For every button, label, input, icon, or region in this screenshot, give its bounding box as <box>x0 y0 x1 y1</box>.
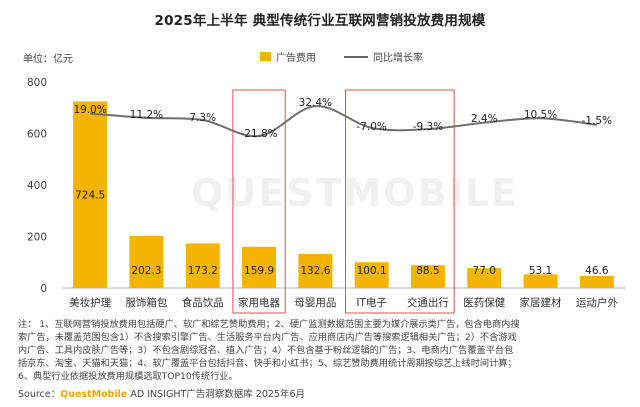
growth-rate-label: -9.3% <box>413 121 443 133</box>
bar-value-label: 132.6 <box>300 265 330 277</box>
x-category-label: 服饰箱包 <box>125 296 167 309</box>
y-tick-label: 0 <box>40 283 47 295</box>
bar <box>579 276 614 288</box>
growth-rate-label: -7.0% <box>356 121 386 133</box>
legend-item-line: 同比增长率 <box>344 49 423 64</box>
bar-value-label: 173.2 <box>188 265 218 277</box>
watermark-text: QUESTMOBILE <box>191 171 519 215</box>
x-category-label: 交通出行 <box>407 296 449 309</box>
source-suffix: AD INSIGHT广告洞察数据库 2025年6月 <box>127 389 306 400</box>
bar <box>129 235 164 288</box>
bar <box>523 274 558 288</box>
x-category-label: IT电子 <box>356 296 387 309</box>
y-tick-label: 800 <box>27 77 47 89</box>
bar <box>73 101 108 288</box>
footnote-line: 注： 1、互联网营销投放费用包括硬广、软广和综艺赞助费用；2、硬广监测数据范围主… <box>18 319 520 330</box>
footnote-line: 6、典型行业依据投放费用规模选取TOP10传统行业。 <box>18 371 238 382</box>
bar <box>298 253 333 288</box>
bar <box>354 262 389 288</box>
growth-rate-label: 32.4% <box>299 97 332 109</box>
y-tick-label: 200 <box>27 232 47 244</box>
footnote-line: 索广告，未覆盖范围包含1）不含搜索引擎广告、生活服务平台内广告、应用商店内广告等… <box>18 332 517 343</box>
legend-bar-label: 广告费用 <box>276 53 316 64</box>
growth-rate-label: -21.8% <box>240 128 277 140</box>
growth-rate-label: 2.4% <box>471 113 498 125</box>
unit-label: 单位：亿元 <box>23 54 73 65</box>
source-prefix: Source： <box>18 389 61 400</box>
highlight-box <box>345 89 455 314</box>
legend-bar-swatch <box>260 52 271 61</box>
bar-value-label: 46.6 <box>585 265 609 277</box>
growth-rate-label: 7.3% <box>189 112 216 124</box>
x-category-label: 家用电器 <box>238 296 280 309</box>
source-brand: QuestMobile <box>60 389 128 400</box>
growth-rate-label: 11.2% <box>130 109 163 121</box>
legend-line-swatch <box>344 55 368 58</box>
x-category-label: 母婴用品 <box>294 297 336 309</box>
bar-value-label: 100.1 <box>357 265 387 277</box>
bar-value-label: 202.3 <box>131 265 161 277</box>
source-line: Source：QuestMobile AD INSIGHT广告洞察数据库 202… <box>18 386 305 400</box>
x-category-label: 食品饮品 <box>182 296 224 309</box>
highlight-box <box>232 89 286 314</box>
bar-value-label: 77.0 <box>473 265 496 277</box>
bar <box>242 246 277 288</box>
growth-rate-label: -1.5% <box>582 115 612 127</box>
legend-line-label: 同比增长率 <box>373 53 423 64</box>
chart-title: 2025年上半年 典型传统行业互联网营销投放费用规模 <box>154 13 486 29</box>
growth-rate-label: 19.0% <box>73 104 106 116</box>
x-category-label: 医药保健 <box>463 296 505 309</box>
bar-value-label: 88.5 <box>416 265 439 277</box>
legend-item-bar: 广告费用 <box>260 49 316 64</box>
x-category-label: 运动户外 <box>576 296 618 309</box>
y-tick-label: 600 <box>27 129 47 141</box>
bar-value-label: 159.9 <box>244 265 274 277</box>
bar <box>185 243 220 288</box>
footnotes: 注： 1、互联网营销投放费用包括硬广、软广和综艺赞助费用；2、硬广监测数据范围主… <box>18 318 628 383</box>
growth-rate-label: 10.5% <box>524 109 557 121</box>
bar <box>410 265 445 288</box>
bar-value-label: 724.5 <box>75 190 105 202</box>
x-category-label: 家居建材 <box>520 296 562 309</box>
growth-rate-line <box>90 105 597 138</box>
bar <box>467 268 502 288</box>
footnote-line: 内广告、工具内皮肤广告等；3）不包含剧综冠名、植入广告；4）不包含基于粉丝逻辑的… <box>18 345 514 356</box>
x-category-label: 美妆护理 <box>69 296 111 309</box>
bar-value-label: 53.1 <box>529 265 552 277</box>
y-tick-label: 400 <box>27 180 47 192</box>
legend: 广告费用 同比增长率 <box>260 49 423 64</box>
footnote-line: 括京东、淘宝、天猫和天猫；4、软广覆盖平台包括抖音、快手和小红书；5、综艺赞助费… <box>18 358 517 369</box>
